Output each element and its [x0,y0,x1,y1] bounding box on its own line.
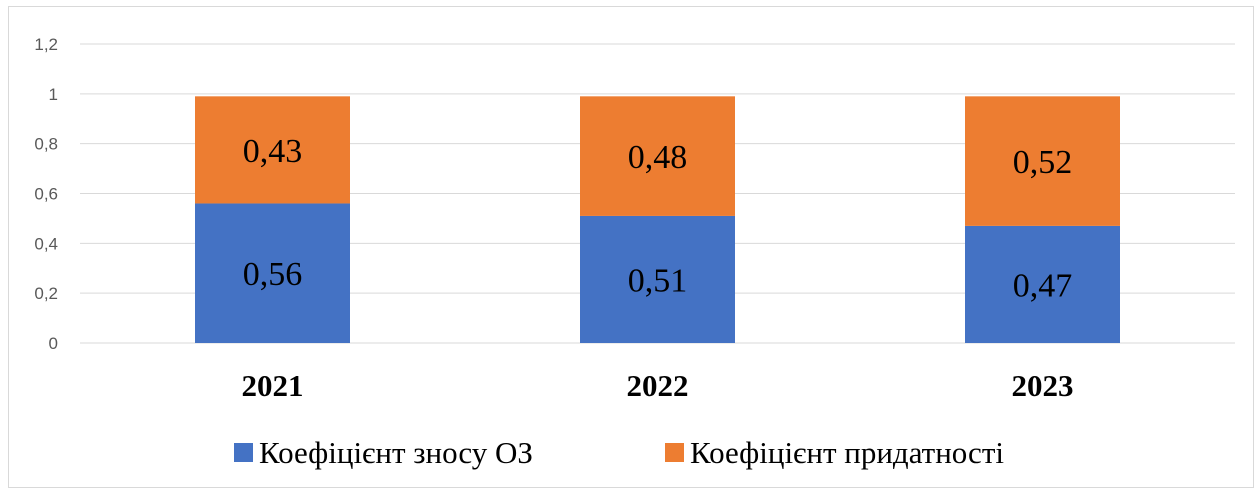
y-axis-ticks: 0 0,2 0,4 0,6 0,8 1 1,2 [34,35,58,353]
y-tick-label: 1,2 [34,35,58,54]
data-label: 0,47 [1013,267,1073,304]
x-category-label: 2023 [1012,368,1074,403]
y-tick-label: 0,6 [34,185,58,204]
legend-swatch [665,443,684,462]
legend: Коефіцієнт зносу ОЗ Коефіцієнт придатност… [234,435,1004,470]
y-tick-label: 0,4 [34,234,58,253]
y-tick-label: 0,8 [34,135,58,154]
x-category-label: 2021 [242,368,304,403]
bar-fitness-2021 [195,96,350,204]
legend-entry: Коефіцієнт придатності [690,435,1004,470]
x-category-label: 2022 [627,368,689,403]
x-axis-categories: 2021 2022 2023 [242,368,1074,403]
data-label: 0,52 [1013,144,1073,181]
bar-wear-2022 [580,215,735,343]
bars: 0,56 0,43 0,51 0,48 0,47 0,52 [195,96,1120,343]
y-tick-label: 0 [49,334,58,353]
legend-swatch [234,443,253,462]
data-label: 0,43 [243,133,303,170]
bar-fitness-2023 [965,96,1120,226]
bar-wear-2021 [195,203,350,343]
legend-entry: Коефіцієнт зносу ОЗ [259,435,533,470]
y-tick-label: 0,2 [34,284,58,303]
data-label: 0,56 [243,256,303,293]
y-tick-label: 1 [49,85,58,104]
data-label: 0,48 [628,139,688,176]
bar-fitness-2022 [580,96,735,216]
bar-wear-2023 [965,225,1120,343]
data-label: 0,51 [628,262,688,299]
